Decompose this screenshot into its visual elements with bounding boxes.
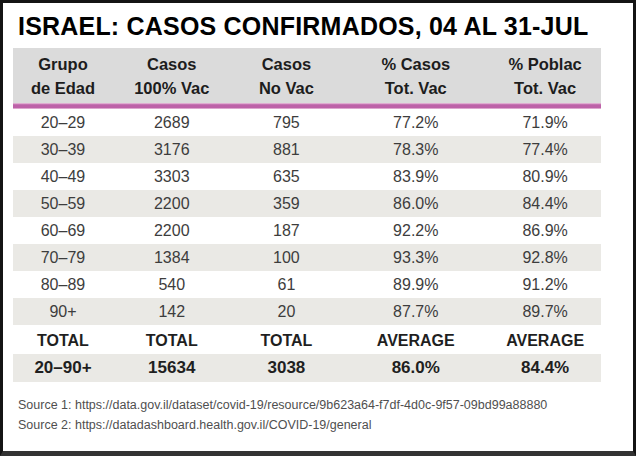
cell-pct-casos: 83.9% [342, 163, 489, 190]
cell-pct-poblac: 89.7% [489, 298, 601, 325]
cell-pct-casos: 92.2% [342, 217, 489, 244]
column-header-grupo-de-edad: Grupo de Edad [13, 52, 113, 100]
cell-age-group: 80–89 [13, 271, 113, 298]
cell-pct-casos: 87.7% [342, 298, 489, 325]
column-header-line1: Casos [231, 52, 343, 76]
totals-casos-novac: 3038 [231, 354, 343, 382]
column-header-line2: No Vac [231, 76, 343, 100]
cell-pct-casos: 89.9% [342, 271, 489, 298]
totals-avg-pct-casos: 86.0% [342, 354, 489, 382]
totals-avg-pct-poblac: 84.4% [489, 354, 601, 382]
column-header-casos-no-vac: Casos No Vac [231, 52, 343, 100]
data-table: Grupo de Edad Casos 100% Vac Casos No Va… [13, 48, 601, 382]
page-title: ISRAEL: CASOS CONFIRMADOS, 04 AL 31-JUL [18, 12, 633, 41]
table-row-50-59: 50–59 2200 359 86.0% 84.4% [13, 190, 601, 217]
cell-age-group: 70–79 [13, 244, 113, 271]
table-row-80-89: 80–89 540 61 89.9% 91.2% [13, 271, 601, 298]
totals-value-row: 20–90+ 15634 3038 86.0% 84.4% [13, 354, 601, 382]
cell-age-group: 30–39 [13, 136, 113, 163]
cell-casos-novac: 20 [231, 298, 343, 325]
cell-casos-vac: 540 [113, 271, 231, 298]
cell-pct-casos: 77.2% [342, 109, 489, 136]
cell-casos-novac: 795 [231, 109, 343, 136]
column-header-line1: Grupo [13, 52, 113, 76]
cell-pct-poblac: 92.8% [489, 244, 601, 271]
cell-casos-vac: 2200 [113, 190, 231, 217]
cell-age-group: 60–69 [13, 217, 113, 244]
table-row-70-79: 70–79 1384 100 93.3% 92.8% [13, 244, 601, 271]
column-header-line2: Tot. Vac [342, 76, 489, 100]
totals-label-cell: TOTAL [231, 327, 343, 354]
source-citations: Source 1: https://data.gov.il/dataset/co… [18, 395, 633, 435]
column-header-line1: Casos [113, 52, 231, 76]
cell-casos-novac: 359 [231, 190, 343, 217]
cell-age-group: 20–29 [13, 109, 113, 136]
cell-casos-novac: 187 [231, 217, 343, 244]
cell-casos-vac: 1384 [113, 244, 231, 271]
cell-pct-casos: 93.3% [342, 244, 489, 271]
cell-casos-novac: 61 [231, 271, 343, 298]
totals-label-row: TOTAL TOTAL TOTAL AVERAGE AVERAGE [13, 327, 601, 354]
column-header-line2: Tot. Vac [489, 76, 601, 100]
cell-casos-novac: 881 [231, 136, 343, 163]
column-header-pct-casos-tot-vac: % Casos Tot. Vac [342, 52, 489, 100]
infographic-canvas: ISRAEL: CASOS CONFIRMADOS, 04 AL 31-JUL … [0, 0, 640, 467]
cell-casos-vac: 2689 [113, 109, 231, 136]
totals-age-range: 20–90+ [13, 354, 113, 382]
column-header-pct-poblac-tot-vac: % Poblac Tot. Vac [489, 52, 601, 100]
cell-age-group: 40–49 [13, 163, 113, 190]
cell-pct-poblac: 80.9% [489, 163, 601, 190]
cell-casos-novac: 100 [231, 244, 343, 271]
column-header-line1: % Casos [342, 52, 489, 76]
cell-pct-poblac: 84.4% [489, 190, 601, 217]
column-header-casos-100-vac: Casos 100% Vac [113, 52, 231, 100]
totals-label-cell: AVERAGE [489, 327, 601, 354]
cell-pct-casos: 86.0% [342, 190, 489, 217]
totals-label-cell: AVERAGE [342, 327, 489, 354]
totals-label-cell: TOTAL [113, 327, 231, 354]
cell-casos-novac: 635 [231, 163, 343, 190]
table-row-90plus: 90+ 142 20 87.7% 89.7% [13, 298, 601, 325]
source-2-text: Source 2: https://datadashboard.health.g… [18, 415, 633, 435]
column-header-line2: 100% Vac [113, 76, 231, 100]
bordered-sheet: ISRAEL: CASOS CONFIRMADOS, 04 AL 31-JUL … [0, 0, 636, 456]
cell-casos-vac: 3176 [113, 136, 231, 163]
column-header-line2: de Edad [13, 76, 113, 100]
column-header-line1: % Poblac [489, 52, 601, 76]
cell-pct-casos: 78.3% [342, 136, 489, 163]
cell-pct-poblac: 91.2% [489, 271, 601, 298]
cell-casos-vac: 3303 [113, 163, 231, 190]
totals-casos-vac: 15634 [113, 354, 231, 382]
table-row-30-39: 30–39 3176 881 78.3% 77.4% [13, 136, 601, 163]
cell-casos-vac: 2200 [113, 217, 231, 244]
cell-age-group: 90+ [13, 298, 113, 325]
cell-pct-poblac: 86.9% [489, 217, 601, 244]
cell-casos-vac: 142 [113, 298, 231, 325]
cell-pct-poblac: 77.4% [489, 136, 601, 163]
totals-label-cell: TOTAL [13, 327, 113, 354]
table-row-40-49: 40–49 3303 635 83.9% 80.9% [13, 163, 601, 190]
source-1-text: Source 1: https://data.gov.il/dataset/co… [18, 395, 633, 415]
cell-age-group: 50–59 [13, 190, 113, 217]
table-row-20-29: 20–29 2689 795 77.2% 71.9% [13, 109, 601, 136]
table-row-60-69: 60–69 2200 187 92.2% 86.9% [13, 217, 601, 244]
table-header-row: Grupo de Edad Casos 100% Vac Casos No Va… [13, 48, 601, 103]
cell-pct-poblac: 71.9% [489, 109, 601, 136]
